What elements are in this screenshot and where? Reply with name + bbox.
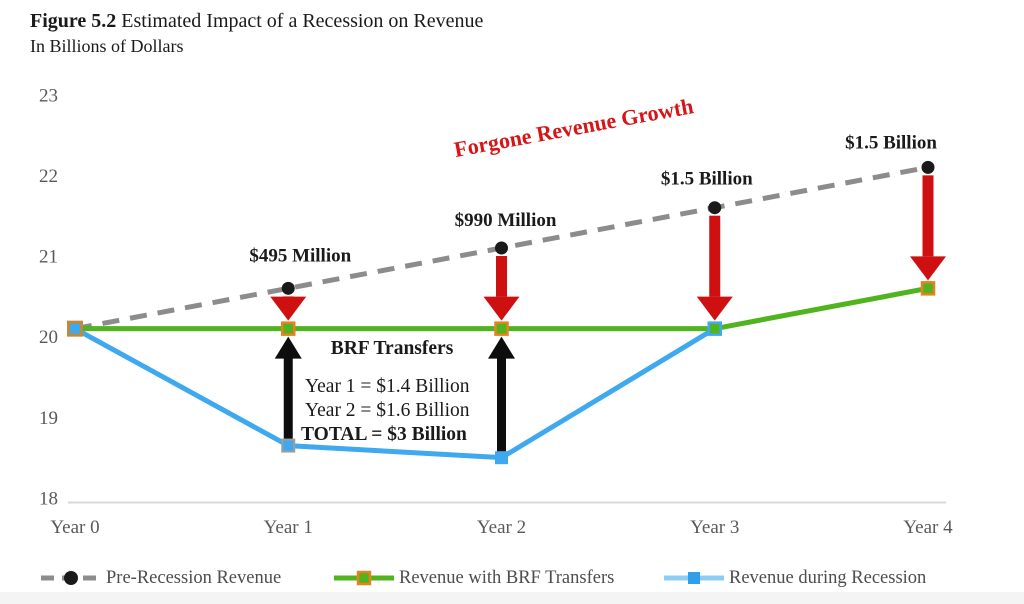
svg-text:Year 3: Year 3 (690, 517, 739, 538)
chart-subtitle: In Billions of Dollars (30, 36, 184, 56)
legend-label: Revenue during Recession (729, 567, 927, 588)
svg-text:Year 2: Year 2 (477, 517, 526, 538)
svg-text:Forgone Revenue Growth: Forgone Revenue Growth (452, 93, 695, 162)
svg-text:$1.5 Billion: $1.5 Billion (845, 132, 937, 153)
chart-legend: Pre-Recession Revenue Revenue with BRF T… (0, 564, 1024, 592)
svg-text:Year 1: Year 1 (264, 517, 313, 538)
svg-text:Year 1 = $1.4 Billion: Year 1 = $1.4 Billion (305, 376, 470, 397)
legend-item-pre-recession: Pre-Recession Revenue (40, 564, 281, 592)
chart-title: Figure 5.2 Estimated Impact of a Recessi… (30, 8, 483, 34)
svg-text:Year 2 = $1.6 Billion: Year 2 = $1.6 Billion (305, 400, 470, 421)
svg-text:22: 22 (39, 166, 58, 187)
blue-line-square-icon (663, 569, 725, 587)
legend-item-brf-transfers: Revenue with BRF Transfers (333, 564, 614, 592)
svg-text:Year 0: Year 0 (50, 517, 99, 538)
svg-text:Year 4: Year 4 (903, 517, 953, 538)
svg-text:23: 23 (39, 85, 58, 106)
svg-text:19: 19 (39, 408, 58, 429)
dashed-line-dot-icon (40, 569, 102, 587)
green-line-square-icon (333, 569, 395, 587)
svg-text:20: 20 (39, 327, 58, 348)
chart-header: Figure 5.2 Estimated Impact of a Recessi… (30, 8, 483, 58)
legend-label: Pre-Recession Revenue (106, 567, 282, 588)
legend-item-recession: Revenue during Recession (663, 564, 926, 592)
figure-title-text: Estimated Impact of a Recession on Reven… (116, 10, 484, 32)
svg-text:TOTAL = $3 Billion: TOTAL = $3 Billion (301, 424, 467, 445)
svg-text:$1.5 Billion: $1.5 Billion (661, 169, 753, 190)
svg-text:$990 Million: $990 Million (455, 210, 557, 231)
svg-text:$495 Million: $495 Million (249, 245, 351, 266)
figure-number: Figure 5.2 (30, 10, 117, 32)
svg-text:18: 18 (39, 489, 58, 510)
svg-text:BRF Transfers: BRF Transfers (331, 338, 454, 359)
legend-label: Revenue with BRF Transfers (399, 567, 615, 588)
footer-band (0, 592, 1024, 604)
svg-text:21: 21 (39, 247, 58, 268)
